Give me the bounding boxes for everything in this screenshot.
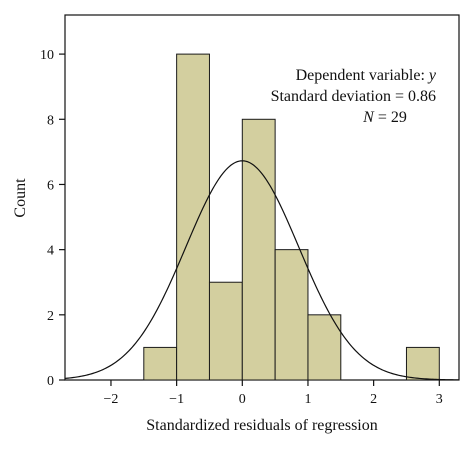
y-tick-label: 6 bbox=[47, 178, 54, 193]
annotation-sample-size: N = 29 bbox=[362, 109, 407, 126]
normal-curve-line bbox=[64, 160, 460, 381]
histogram-bar-4 bbox=[274, 249, 309, 381]
y-axis-title: Count bbox=[12, 178, 29, 218]
histogram-bar-0 bbox=[143, 346, 178, 381]
annotation-standard-deviation: Standard deviation = 0.86 bbox=[271, 88, 436, 105]
bars-layer bbox=[143, 53, 440, 381]
y-tick-label: 8 bbox=[47, 113, 54, 128]
annotation-dependent-variable: Dependent variable: y bbox=[296, 67, 437, 84]
histogram-bar-3 bbox=[241, 118, 276, 381]
x-tick-label: 0 bbox=[239, 392, 246, 407]
histogram-bar-2 bbox=[208, 281, 243, 381]
x-tick-label: 3 bbox=[436, 392, 443, 407]
x-tick-label: −2 bbox=[104, 392, 119, 407]
x-tick-label: 2 bbox=[370, 392, 377, 407]
histogram-bar-1 bbox=[176, 53, 210, 381]
y-tick-label: 2 bbox=[47, 309, 54, 324]
x-axis-title: Standardized residuals of regression bbox=[146, 417, 377, 434]
x-tick-label: −1 bbox=[169, 392, 184, 407]
y-tick-label: 4 bbox=[47, 244, 54, 259]
y-tick-label: 10 bbox=[40, 48, 54, 63]
y-axis: 0 2 4 6 8 10 bbox=[40, 48, 65, 389]
histogram-bar-6 bbox=[405, 346, 440, 381]
x-tick-label: 1 bbox=[304, 392, 311, 407]
histogram-bar-5 bbox=[307, 314, 342, 381]
annotation-box: Dependent variable: y Standard deviation… bbox=[271, 67, 437, 126]
y-tick-label: 0 bbox=[47, 374, 54, 389]
x-axis: −2 −1 0 1 2 3 bbox=[104, 380, 443, 407]
